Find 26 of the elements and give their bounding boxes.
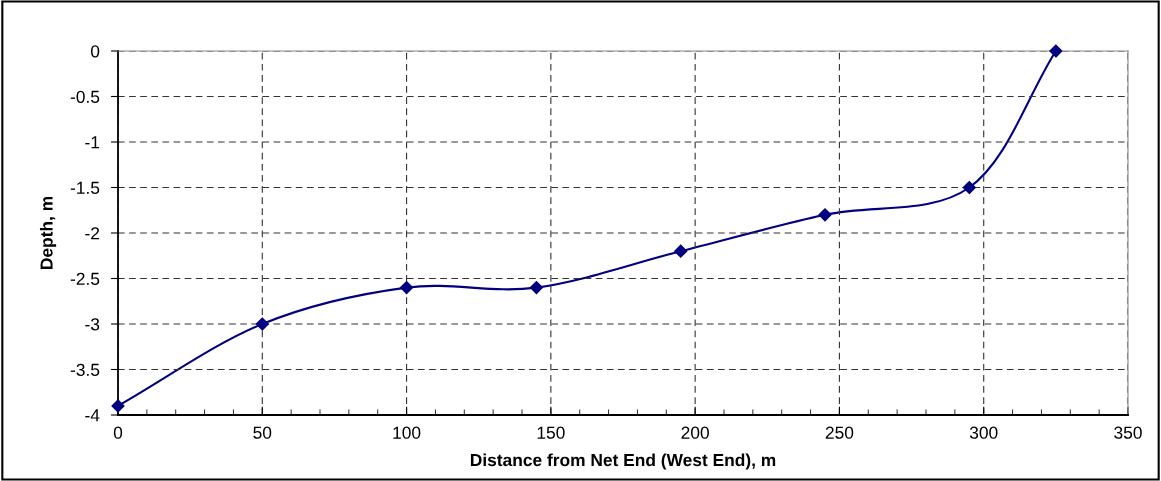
x-tick-label: 100: [393, 426, 421, 439]
x-tick-label: 350: [1114, 426, 1142, 439]
y-tick-label: -3.5: [70, 363, 100, 376]
point: [399, 281, 414, 295]
y-tick-label: 0: [90, 45, 100, 58]
point: [255, 317, 269, 331]
x-axis-title: Distance from Net End (West End), m: [470, 453, 776, 470]
y-tick-label: -4: [85, 409, 100, 422]
y-tick-label: -3: [85, 318, 100, 331]
y-axis-title: Depth, m: [39, 196, 57, 269]
x-tick-label: 0: [113, 426, 123, 439]
y-tick-label: -1.5: [70, 181, 100, 194]
x-tick-label: 300: [969, 426, 998, 439]
point: [529, 281, 544, 295]
point: [1049, 44, 1063, 58]
x-tick-label: 200: [681, 426, 709, 439]
y-tick-label: -1: [85, 136, 100, 149]
point: [818, 208, 832, 222]
y-tick-label: -2.5: [70, 272, 100, 285]
y-tick-label: -0.5: [70, 90, 100, 103]
x-tick-label: 150: [537, 426, 565, 439]
x-tick-label: 250: [825, 426, 854, 439]
point: [962, 180, 976, 195]
x-tick-label: 50: [253, 426, 272, 439]
point: [674, 244, 688, 258]
y-tick-label: -2: [85, 227, 100, 240]
